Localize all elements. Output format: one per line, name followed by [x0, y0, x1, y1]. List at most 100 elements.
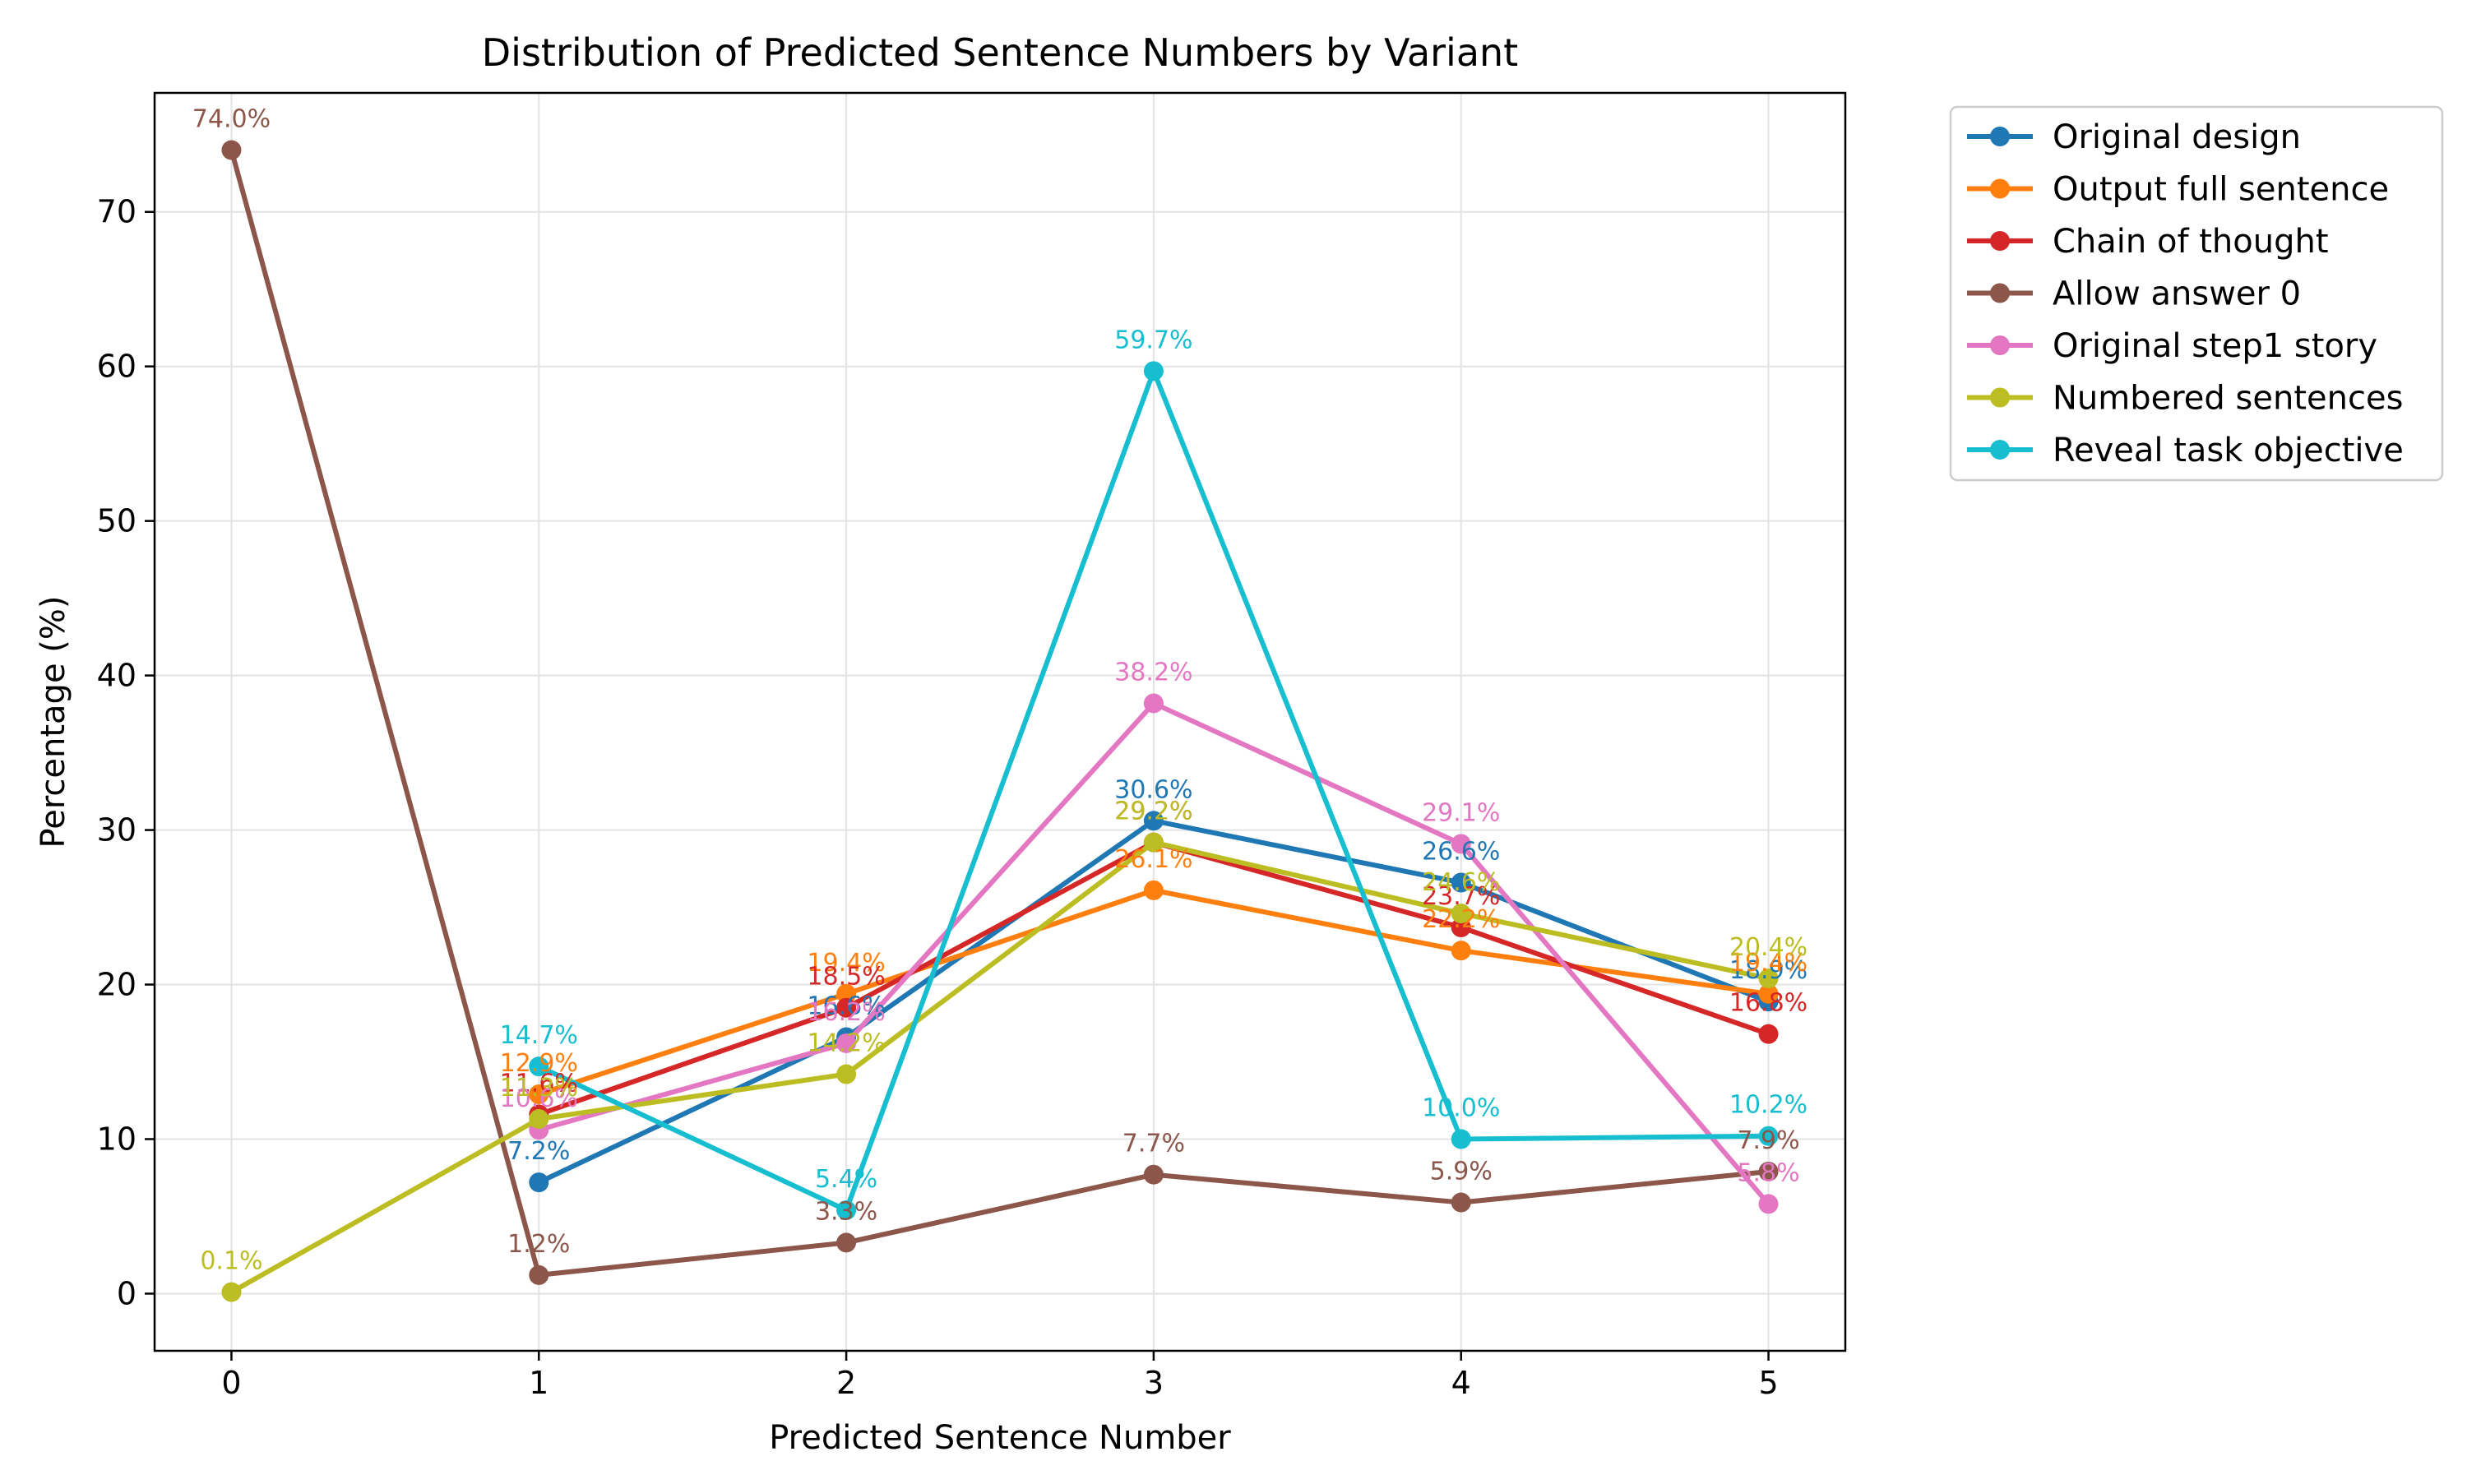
- data-point-original-step1-story: [1451, 834, 1471, 854]
- data-label-output-full-sentence: 19.4%: [1729, 949, 1807, 978]
- data-point-original-step1-story: [836, 1033, 857, 1053]
- data-label-original-design: 30.6%: [1114, 775, 1192, 804]
- data-label-numbered-sentences: 0.1%: [200, 1247, 262, 1276]
- series-numbered-sentences: [221, 832, 1779, 1302]
- data-label-output-full-sentence: 19.4%: [807, 949, 885, 978]
- data-label-original-step1-story: 10.6%: [500, 1084, 578, 1113]
- data-point-chain-of-thought: [1758, 1024, 1779, 1044]
- data-point-chain-of-thought: [836, 997, 857, 1018]
- data-label-original-step1-story: 16.2%: [807, 998, 885, 1027]
- x-tick-label: 3: [1144, 1365, 1164, 1401]
- data-label-allow-answer-0: 7.9%: [1737, 1126, 1799, 1155]
- legend-item-numbered-sentences: Numbered sentences: [1967, 380, 2403, 418]
- y-tick-label: 60: [97, 349, 137, 385]
- data-point-numbered-sentences: [1451, 904, 1471, 924]
- legend-label: Allow answer 0: [2053, 275, 2301, 313]
- data-point-reveal-task-objective: [529, 1056, 549, 1077]
- data-point-chain-of-thought: [1451, 917, 1471, 937]
- data-label-output-full-sentence: 22.2%: [1422, 905, 1500, 934]
- x-tick-label: 1: [529, 1365, 548, 1401]
- chart-title: Distribution of Predicted Sentence Numbe…: [482, 30, 1518, 75]
- data-labels: 7.2% 16.6% 30.6% 26.6% 18.9% 12.9% 19.4% 26.1% 2…: [192, 105, 1807, 1276]
- data-point-reveal-task-objective: [1143, 361, 1164, 381]
- series-line-allow-answer-0: [229, 147, 1771, 1278]
- data-point-output-full-sentence: [836, 983, 857, 1004]
- series-group: [221, 140, 1779, 1302]
- series-original-step1-story: [529, 693, 1779, 1214]
- data-label-original-step1-story: 38.2%: [1114, 658, 1192, 687]
- data-label-numbered-sentences: 24.6%: [1422, 868, 1500, 897]
- legend-swatch-marker: [1990, 178, 2010, 199]
- y-tick-label: 20: [97, 967, 137, 1003]
- grid-lines: [155, 93, 1845, 1351]
- data-point-allow-answer-0: [1143, 1164, 1164, 1185]
- data-point-output-full-sentence: [1451, 941, 1471, 961]
- legend-item-original-step1-story: Original step1 story: [1967, 327, 2377, 365]
- data-point-allow-answer-0: [529, 1264, 549, 1285]
- y-tick-label: 50: [97, 503, 137, 539]
- legend-label: Output full sentence: [2053, 171, 2389, 209]
- data-point-reveal-task-objective: [1451, 1129, 1471, 1149]
- legend-item-original-design: Original design: [1967, 118, 2301, 156]
- data-label-output-full-sentence: 12.9%: [500, 1049, 578, 1078]
- data-point-numbered-sentences: [836, 1064, 857, 1084]
- data-point-allow-answer-0: [1758, 1161, 1779, 1181]
- series-line-numbered-sentences: [229, 839, 1771, 1295]
- data-point-numbered-sentences: [529, 1109, 549, 1130]
- x-tick-label: 2: [836, 1365, 856, 1401]
- x-tick-label: 4: [1451, 1365, 1471, 1401]
- legend-swatch-marker: [1990, 127, 2010, 146]
- data-point-output-full-sentence: [1758, 983, 1779, 1004]
- data-label-original-design: 26.6%: [1422, 837, 1500, 866]
- y-axis-label: Percentage (%): [35, 596, 72, 848]
- x-axis-label: Predicted Sentence Number: [769, 1419, 1231, 1457]
- data-label-original-step1-story: 29.1%: [1422, 798, 1500, 827]
- x-tick-label: 5: [1758, 1365, 1778, 1401]
- data-label-numbered-sentences: 29.2%: [1114, 797, 1192, 826]
- data-label-chain-of-thought: 16.8%: [1729, 989, 1807, 1018]
- y-tick-label: 30: [97, 812, 137, 848]
- data-point-original-step1-story: [1143, 693, 1164, 714]
- legend-item-allow-answer-0: Allow answer 0: [1967, 275, 2301, 313]
- legend-item-chain-of-thought: Chain of thought: [1967, 223, 2329, 261]
- data-label-output-full-sentence: 26.1%: [1114, 845, 1192, 874]
- legend-swatch-marker: [1990, 335, 2010, 355]
- data-label-numbered-sentences: 14.2%: [807, 1029, 885, 1058]
- data-point-output-full-sentence: [1143, 880, 1164, 900]
- legend-item-reveal-task-objective: Reveal task objective: [1967, 432, 2404, 469]
- data-label-allow-answer-0: 5.9%: [1430, 1158, 1493, 1186]
- data-label-chain-of-thought: 18.5%: [807, 963, 885, 992]
- y-tick-label: 0: [117, 1275, 137, 1311]
- data-label-reveal-task-objective: 10.2%: [1729, 1091, 1807, 1120]
- legend-label: Original step1 story: [2053, 327, 2377, 365]
- legend-frame: [1949, 105, 2444, 482]
- data-label-chain-of-thought: 29.2%: [1114, 797, 1192, 826]
- y-tick-label: 40: [97, 658, 137, 694]
- data-point-numbered-sentences: [1758, 969, 1779, 989]
- data-point-allow-answer-0: [1451, 1192, 1471, 1213]
- data-point-numbered-sentences: [221, 1282, 242, 1302]
- series-allow-answer-0: [221, 140, 1779, 1285]
- legend-item-output-full-sentence: Output full sentence: [1967, 171, 2389, 209]
- data-point-original-step1-story: [1758, 1194, 1779, 1214]
- data-point-output-full-sentence: [529, 1084, 549, 1104]
- data-label-original-step1-story: 5.8%: [1737, 1158, 1799, 1187]
- legend-label: Numbered sentences: [2053, 380, 2403, 418]
- data-point-original-design: [1143, 811, 1164, 831]
- data-label-allow-answer-0: 3.3%: [815, 1197, 877, 1226]
- data-point-allow-answer-0: [836, 1232, 857, 1253]
- data-label-original-design: 7.2%: [507, 1137, 570, 1166]
- data-point-original-design: [1451, 872, 1471, 893]
- data-point-reveal-task-objective: [1758, 1126, 1779, 1146]
- data-label-original-design: 18.9%: [1729, 956, 1807, 985]
- legend-swatch-marker: [1990, 440, 2010, 460]
- data-label-allow-answer-0: 7.7%: [1122, 1130, 1185, 1158]
- data-point-original-design: [529, 1172, 549, 1193]
- data-label-reveal-task-objective: 10.0%: [1422, 1093, 1500, 1122]
- y-tick-label: 70: [97, 194, 137, 230]
- data-label-allow-answer-0: 74.0%: [192, 105, 271, 134]
- data-label-numbered-sentences: 11.3%: [500, 1074, 578, 1103]
